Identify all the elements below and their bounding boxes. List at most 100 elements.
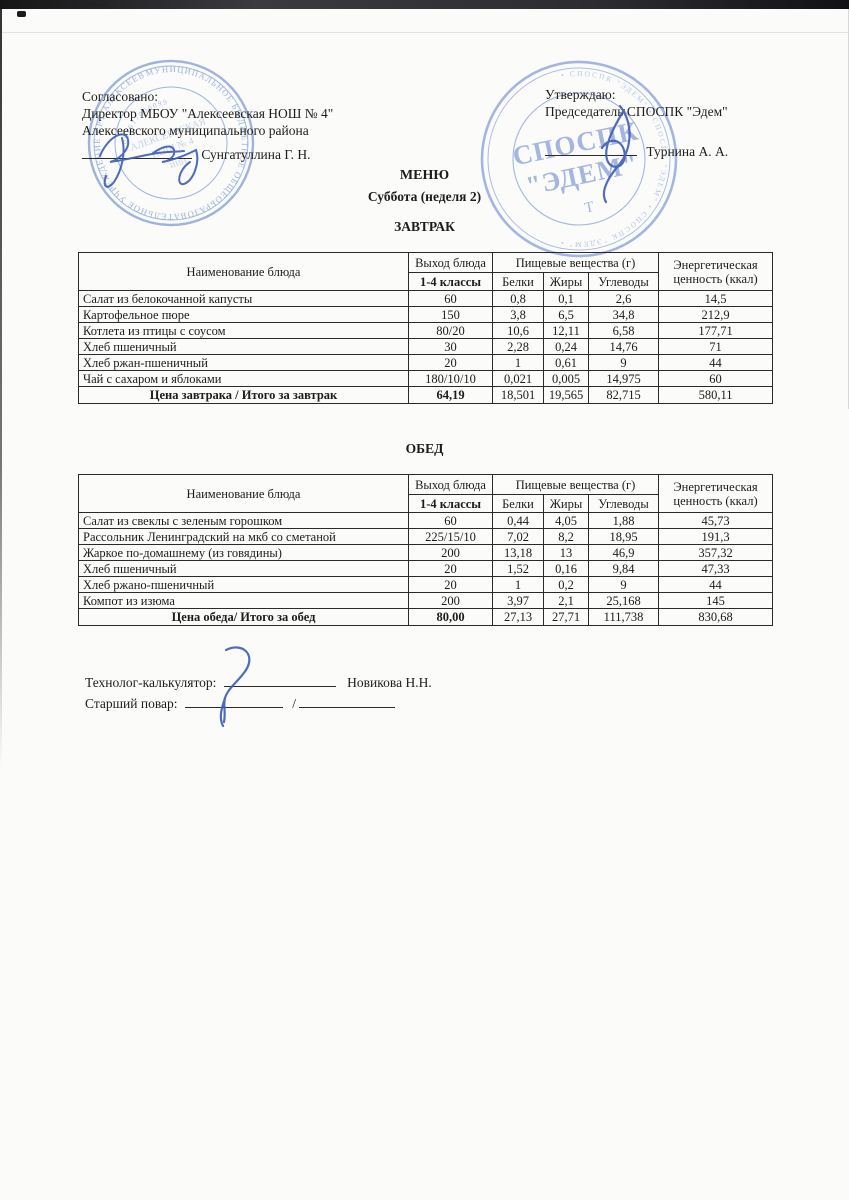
dish-name: Хлеб ржан-пшеничный bbox=[78, 354, 409, 371]
col-header-grades: 1-4 классы bbox=[408, 272, 493, 291]
signature-rule bbox=[82, 158, 192, 159]
dish-name: Хлеб ржано-пшеничный bbox=[78, 576, 409, 593]
dish-row: Котлета из птицы с соусом 80/20 10,6 12,… bbox=[78, 322, 774, 339]
dish-fat: 0,24 bbox=[543, 338, 589, 355]
dish-protein: 3,8 bbox=[492, 306, 544, 323]
dish-energy: 60 bbox=[658, 370, 774, 387]
dish-protein: 0,8 bbox=[492, 290, 544, 307]
chairman-line: Председатель СПОСПК "Эдем" bbox=[545, 104, 728, 119]
dish-protein: 7,02 bbox=[492, 528, 544, 545]
dish-row: Чай с сахаром и яблоками 180/10/10 0,021… bbox=[78, 370, 774, 387]
col-header-portion: Выход блюда bbox=[408, 252, 493, 273]
total-portion: 64,19 bbox=[408, 386, 493, 404]
dish-name: Хлеб пшеничный bbox=[78, 560, 409, 577]
dish-carbs: 34,8 bbox=[587, 306, 660, 323]
dish-protein: 2,28 bbox=[492, 338, 544, 355]
school-round-stamp: МУНИЦИПАЛЬНОЕ БЮДЖЕТНОЕ ОБЩЕОБРАЗОВАТЕЛЬ… bbox=[83, 55, 259, 231]
col-header-protein: Белки bbox=[492, 494, 544, 513]
dish-carbs: 9 bbox=[587, 354, 660, 371]
breakfast-total-row: Цена завтрака / Итого за завтрак 64,19 1… bbox=[78, 386, 774, 404]
dish-energy: 145 bbox=[658, 592, 774, 609]
dish-protein: 1 bbox=[492, 354, 544, 371]
dish-fat: 0,1 bbox=[543, 290, 589, 307]
dish-fat: 12,11 bbox=[543, 322, 589, 339]
lunch-total-row: Цена обеда/ Итого за обед 80,00 27,13 27… bbox=[78, 608, 774, 626]
dish-portion: 20 bbox=[408, 560, 493, 577]
dish-name: Чай с сахаром и яблоками bbox=[78, 370, 409, 387]
dish-portion: 60 bbox=[408, 290, 493, 307]
dish-portion: 225/15/10 bbox=[408, 528, 493, 545]
dish-carbs: 14,975 bbox=[587, 370, 660, 387]
dish-name: Салат из белокочанной капусты bbox=[78, 290, 409, 307]
dish-portion: 30 bbox=[408, 338, 493, 355]
dish-protein: 1,52 bbox=[492, 560, 544, 577]
dish-energy: 44 bbox=[658, 354, 774, 371]
dish-carbs: 9 bbox=[587, 576, 660, 593]
dish-fat: 8,2 bbox=[543, 528, 589, 545]
lunch-table: Наименование блюда Выход блюда Пищевые в… bbox=[78, 474, 774, 626]
dish-portion: 150 bbox=[408, 306, 493, 323]
agreed-label: Согласовано: bbox=[82, 89, 158, 104]
col-header-dish: Наименование блюда bbox=[78, 252, 409, 291]
dish-energy: 14,5 bbox=[658, 290, 774, 307]
col-header-grades: 1-4 классы bbox=[408, 494, 493, 513]
director-signature bbox=[99, 133, 199, 188]
col-header-portion: Выход блюда bbox=[408, 474, 493, 495]
approval-left-block: Согласовано: Директор МБОУ "Алексеевская… bbox=[82, 88, 422, 163]
scan-speck bbox=[17, 11, 26, 17]
dish-row: Салат из свеклы с зеленым горошком 60 0,… bbox=[78, 512, 774, 529]
breakfast-table: Наименование блюда Выход блюда Пищевые в… bbox=[78, 252, 774, 404]
dish-portion: 20 bbox=[408, 354, 493, 371]
page-subtitle: Суббота (неделя 2) bbox=[367, 189, 482, 204]
signature-line-left: Сунгатуллина Г. Н. bbox=[82, 146, 422, 163]
dish-name: Салат из свеклы с зеленым горошком bbox=[78, 512, 409, 529]
dish-protein: 0,021 bbox=[492, 370, 544, 387]
dish-protein: 0,44 bbox=[492, 512, 544, 529]
scan-speck bbox=[86, 3, 106, 6]
dish-name: Рассольник Ленинградский на мкб со смета… bbox=[78, 528, 409, 545]
dish-fat: 2,1 bbox=[543, 592, 589, 609]
col-header-dish: Наименование блюда bbox=[78, 474, 409, 513]
dish-carbs: 46,9 bbox=[587, 544, 660, 561]
dish-row: Хлеб пшеничный 30 2,28 0,24 14,76 71 bbox=[78, 338, 774, 355]
dish-fat: 0,61 bbox=[543, 354, 589, 371]
chef-line: Старший повар: / bbox=[85, 693, 432, 714]
total-fat: 27,71 bbox=[543, 608, 589, 626]
dish-portion: 200 bbox=[408, 544, 493, 561]
dish-portion: 180/10/10 bbox=[408, 370, 493, 387]
signature-line-right: Турнина А. А. bbox=[545, 143, 825, 160]
dish-fat: 13 bbox=[543, 544, 589, 561]
scan-top-edge bbox=[0, 0, 849, 9]
edem-round-stamp: • СПОСПК "ЭДЕМ" • СПОСПК "ЭДЕМ" • СПОСПК… bbox=[480, 57, 681, 258]
dish-carbs: 18,95 bbox=[587, 528, 660, 545]
col-header-nutrients: Пищевые вещества (г) bbox=[491, 474, 660, 495]
dish-name: Хлеб пшеничный bbox=[78, 338, 409, 355]
col-header-energy: Энергетическая ценность (ккал) bbox=[658, 474, 774, 513]
total-label: Цена завтрака / Итого за завтрак bbox=[78, 386, 409, 404]
col-header-nutrients: Пищевые вещества (г) bbox=[491, 252, 660, 273]
technologist-label: Технолог-калькулятор: bbox=[85, 675, 217, 690]
dish-row: Хлеб пшеничный 20 1,52 0,16 9,84 47,33 bbox=[78, 560, 774, 577]
total-label: Цена обеда/ Итого за обед bbox=[78, 608, 409, 626]
dish-energy: 47,33 bbox=[658, 560, 774, 577]
dish-protein: 13,18 bbox=[492, 544, 544, 561]
dish-fat: 0,2 bbox=[543, 576, 589, 593]
dish-carbs: 6,58 bbox=[587, 322, 660, 339]
dish-row: Хлеб ржано-пшеничный 20 1 0,2 9 44 bbox=[78, 576, 774, 593]
technologist-signature bbox=[219, 646, 251, 728]
dish-energy: 44 bbox=[658, 576, 774, 593]
total-energy: 580,11 bbox=[658, 386, 774, 404]
dish-energy: 191,3 bbox=[658, 528, 774, 545]
dish-carbs: 2,6 bbox=[587, 290, 660, 307]
total-carbs: 82,715 bbox=[587, 386, 660, 404]
dish-name: Компот из изюма bbox=[78, 592, 409, 609]
lunch-heading: ОБЕД bbox=[405, 441, 444, 456]
dish-row: Жаркое по-домашнему (из говядины) 200 13… bbox=[78, 544, 774, 561]
dish-energy: 177,71 bbox=[658, 322, 774, 339]
total-protein: 27,13 bbox=[492, 608, 544, 626]
dish-row: Хлеб ржан-пшеничный 20 1 0,61 9 44 bbox=[78, 354, 774, 371]
dish-row: Рассольник Ленинградский на мкб со смета… bbox=[78, 528, 774, 545]
total-fat: 19,565 bbox=[543, 386, 589, 404]
dish-carbs: 1,88 bbox=[587, 512, 660, 529]
col-header-carbs: Углеводы bbox=[587, 272, 660, 291]
